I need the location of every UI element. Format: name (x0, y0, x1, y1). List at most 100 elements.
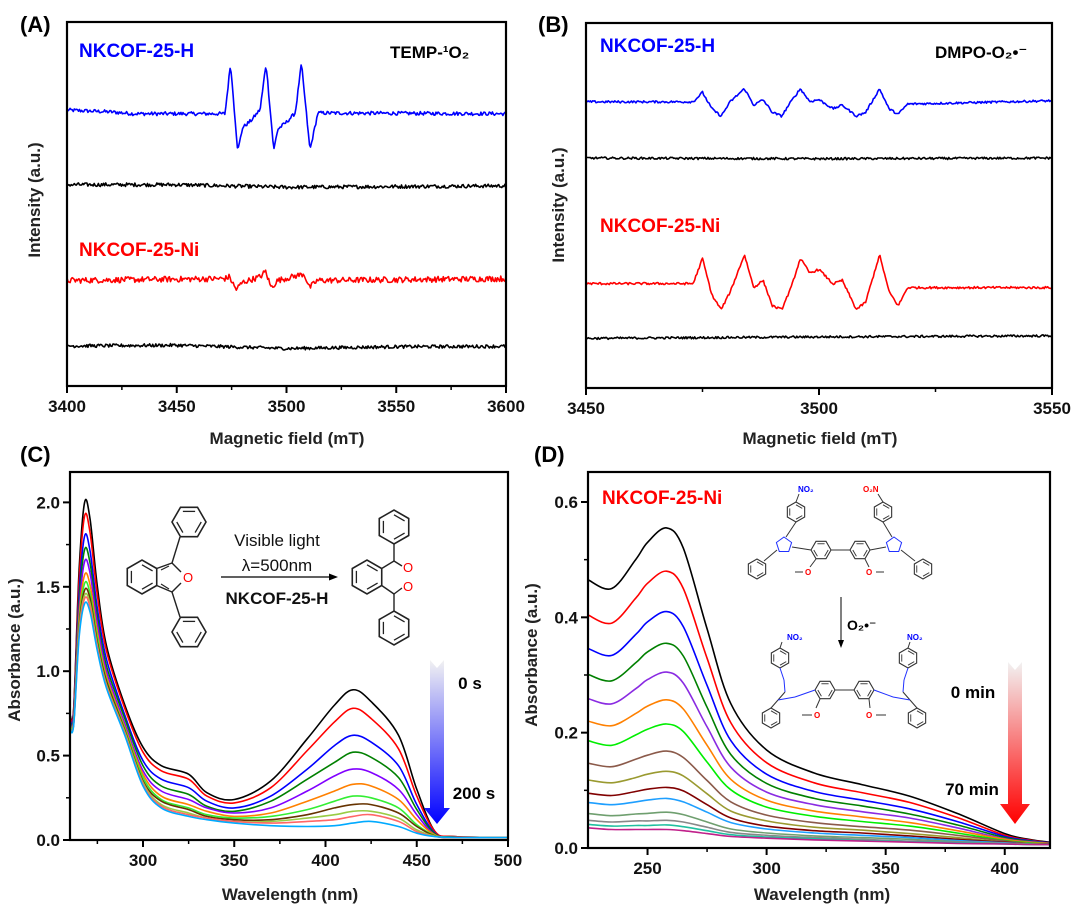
ring-double-bond (882, 515, 890, 520)
phenyl-ring (907, 707, 927, 729)
y-axis-title-b: Intensity (a.u.) (549, 147, 568, 262)
ring-double-bond (863, 549, 868, 557)
series-line-c-trace-0 (69, 498, 509, 839)
bond (882, 521, 893, 538)
bond (815, 698, 821, 709)
bond (791, 546, 812, 551)
series-label-nkcof-25-h-b: NKCOF-25-H (600, 36, 715, 57)
y-tick-label: 0.4 (554, 608, 578, 627)
nitro-label-bottom-right: NO₂ (907, 633, 923, 642)
ring-double-bond (756, 572, 764, 577)
series-line-c-trace-7 (69, 587, 509, 839)
ring-double-bond (393, 532, 405, 540)
phenyl-ring (378, 610, 410, 646)
bond (868, 698, 871, 709)
series-label-nkcof-25-h-a: NKCOF-25-H (79, 41, 194, 62)
plot-frame (586, 470, 1052, 850)
ring-double-bond (393, 514, 405, 522)
series-line-d-trace-1 (587, 570, 1051, 844)
y-tick-label: 0.0 (36, 831, 60, 850)
panel-label-b: (B) (538, 12, 569, 37)
x-tick-label: 300 (129, 851, 157, 870)
hydrazone-bond (903, 667, 909, 681)
x-tick-label: 3450 (567, 399, 605, 418)
atom-o-furan: O (183, 570, 193, 585)
ring-double-bond (795, 504, 803, 509)
series-line-d-trace-0 (587, 527, 1051, 843)
panel-label-a: (A) (20, 12, 51, 37)
series-line-a-trace-1 (66, 182, 507, 190)
time-arrow-blue (424, 660, 450, 824)
nitro-label-top-left: NO₂ (798, 485, 814, 494)
ring-double-bond (779, 650, 787, 655)
ring-double-bond (779, 661, 787, 666)
ring-double-bond (366, 582, 378, 590)
series-line-d-trace-6 (587, 723, 1051, 845)
ring-double-bond (867, 689, 872, 697)
atom-o-carbonyl-1: O (403, 560, 413, 575)
probe-label-a: TEMP-¹O₂ (390, 43, 469, 62)
tetrazolium-ring (775, 536, 793, 552)
ring-double-bond (393, 615, 405, 623)
y-tick-label: 0.2 (554, 724, 578, 743)
x-axis-title-c: Wavelength (nm) (222, 885, 358, 904)
azo-bond (777, 696, 796, 701)
y-tick-label: 0.0 (554, 839, 578, 858)
reaction-arrow-head-icon (329, 573, 338, 581)
ring-double-bond (856, 689, 861, 697)
phenyl-ring (913, 558, 933, 580)
x-axis-title-b: Magnetic field (mT) (743, 429, 898, 448)
series-label-nkcof-25-ni-b: NKCOF-25-Ni (600, 216, 720, 237)
bond (864, 558, 870, 568)
ring-double-bond (176, 631, 184, 643)
x-tick-label: 300 (752, 859, 780, 878)
bond (381, 560, 395, 570)
y-tick-label: 0.5 (36, 747, 60, 766)
ring-double-bond (141, 564, 153, 572)
series-line-a-nkcof-25-ni (66, 269, 507, 291)
ring-double-bond (824, 549, 829, 557)
series-line-c-trace-5 (69, 572, 509, 839)
c-o-bond (171, 582, 182, 593)
phenyl-ring (761, 707, 781, 729)
series-line-c-trace-3 (69, 546, 509, 839)
chart-panel-a: 3400 3450 3500 3550 3600 (48, 20, 525, 416)
plot-frame (68, 470, 510, 842)
ring-double-bond (770, 721, 778, 726)
catalyst-label: NKCOF-25-H (226, 589, 329, 608)
hydrazone-bond (783, 679, 786, 693)
bond (171, 536, 181, 564)
ring-double-bond (813, 549, 818, 557)
bond (877, 493, 884, 503)
ring-double-bond (828, 689, 833, 697)
series-line-b-nkcof-25-ni (585, 254, 1053, 310)
chart-panel-c: 300 350 400 450 500 0.0 0.5 1.0 1.5 2.0 (36, 470, 522, 870)
ring-double-bond (922, 572, 930, 577)
x-axis-title-a: Magnetic field (mT) (210, 429, 365, 448)
ring-double-bond (176, 521, 184, 533)
ring-double-bond (770, 710, 778, 715)
series-line-d-trace-4 (587, 671, 1051, 845)
ring-double-bond (141, 582, 153, 590)
x-tick-label: 350 (871, 859, 899, 878)
series-group (66, 64, 507, 351)
x-tick-label: 450 (403, 851, 431, 870)
gradient-arrow-down-icon (424, 660, 450, 824)
atom-o-carbonyl-2: O (403, 579, 413, 594)
reagent-label: O₂•⁻ (847, 617, 876, 633)
bond (900, 549, 916, 562)
time-start-label-d: 0 min (951, 683, 995, 702)
ring-double-bond (916, 721, 924, 726)
series-line-d-trace-2 (587, 610, 1051, 844)
phenyl-ring (171, 506, 207, 538)
sample-label-d: NKCOF-25-Ni (602, 488, 722, 509)
time-arrow-red (1000, 662, 1030, 824)
series-line-d-trace-5 (587, 698, 1051, 845)
ring-double-bond (366, 564, 378, 572)
bond (907, 641, 911, 649)
x-tick-label: 250 (633, 859, 661, 878)
bond (809, 558, 817, 568)
azo-bond (794, 689, 816, 698)
series-line-c-trace-1 (69, 512, 509, 839)
x-tick-label: 3400 (48, 397, 86, 416)
